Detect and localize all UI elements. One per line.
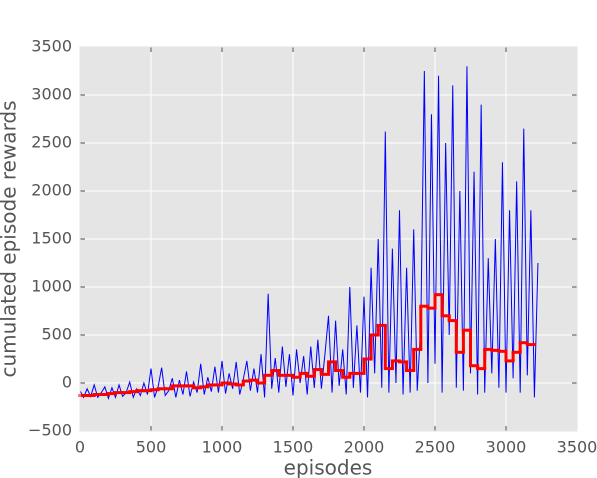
x-tick-label: 1500 [273,438,314,457]
x-tick-label: 1000 [202,438,243,457]
y-tick-label: 3500 [31,37,72,56]
y-tick-label: 500 [41,325,72,344]
y-tick-label: 0 [62,373,72,392]
y-axis-title: cumulated episode rewards [0,100,21,377]
y-tick-label: −500 [28,421,72,440]
labels: 0 500 1000 1500 2000 2500 3000 3500−50005001000… [28,37,597,457]
y-tick-label: 3000 [31,85,72,104]
y-tick-label: 2500 [31,133,72,152]
y-tick-label: 1000 [31,277,72,296]
y-tick-label: 1500 [31,229,72,248]
x-axis-title: episodes [284,456,373,478]
x-tick-label: 3000 [486,438,527,457]
marks [78,46,578,432]
y-tick-label: 2000 [31,181,72,200]
x-tick-label: 3500 [557,438,597,457]
x-tick-label: 2500 [415,438,456,457]
plot-frame [79,46,578,432]
data-line [79,66,539,400]
x-tick-label: 2000 [344,438,385,457]
x-tick-label: 500 [136,438,167,457]
x-tick-label: 0 [75,438,85,457]
